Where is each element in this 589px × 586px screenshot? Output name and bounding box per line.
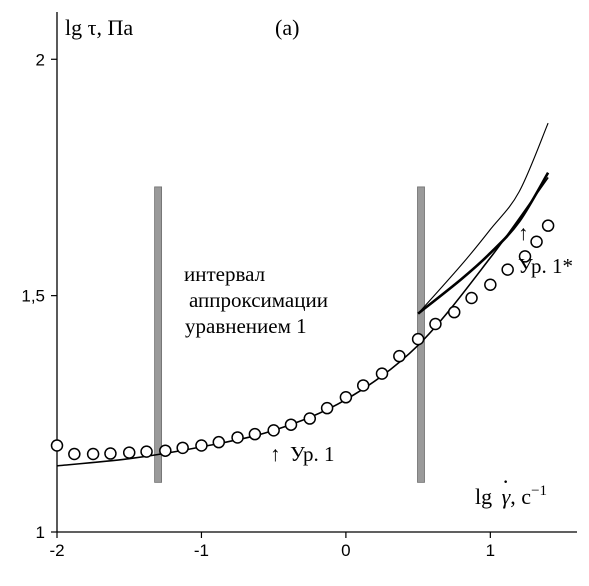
x-axis-title: lg γ, c−1 — [475, 483, 547, 509]
data-point — [50, 439, 64, 452]
interval-label-line2: аппроксимации — [189, 288, 328, 312]
ur1-arrow: ↑ — [270, 442, 281, 466]
x-tick-label: -2 — [49, 541, 64, 560]
data-point — [68, 447, 81, 461]
data-point — [212, 435, 226, 449]
data-point — [411, 332, 425, 346]
x-axis-title-exponent: −1 — [531, 483, 547, 499]
ur1-star-arrow: ↑ — [518, 221, 529, 245]
data-point — [176, 441, 189, 455]
data-point — [375, 367, 389, 380]
data-point — [541, 219, 555, 232]
y-axis-title: lg τ, Па — [65, 15, 133, 40]
data-point — [356, 379, 370, 392]
y-tick-label: 1,5 — [21, 287, 45, 306]
ticks-group: -2 -1 0 1 1 1,5 2 — [21, 50, 495, 560]
data-point — [231, 431, 244, 444]
data-point — [339, 391, 353, 404]
data-point — [320, 401, 334, 415]
panel-label: (a) — [275, 15, 299, 40]
data-point — [465, 291, 478, 305]
fit-curve-curve-thin — [417, 122, 549, 314]
x-tick-label: 1 — [486, 541, 495, 560]
ur1-label: Ур. 1 — [290, 442, 335, 466]
data-point — [122, 446, 136, 459]
data-point — [140, 445, 153, 458]
data-point — [159, 444, 172, 457]
vertical-band — [154, 186, 163, 483]
x-axis-title-gamma: γ — [502, 484, 512, 509]
data-point — [284, 418, 298, 431]
data-point — [303, 412, 317, 425]
y-tick-label: 2 — [36, 50, 45, 69]
data-point — [104, 447, 117, 460]
data-point — [86, 447, 100, 461]
x-tick-label: 0 — [341, 541, 350, 560]
x-axis-title-unit: , c — [510, 484, 531, 509]
data-point — [195, 439, 208, 452]
data-point — [393, 349, 406, 363]
interval-label-line3: уравнением 1 — [185, 314, 307, 338]
y-tick-label: 1 — [36, 523, 45, 542]
x-tick-label: -1 — [194, 541, 209, 560]
x-axis-title-gamma-dot: · — [502, 469, 509, 494]
fit-curve-curve-ur1-star — [417, 172, 550, 315]
data-point — [429, 317, 442, 331]
interval-label-line1: интервал — [184, 262, 265, 286]
data-point — [267, 424, 280, 437]
data-point — [530, 235, 543, 248]
data-point — [248, 427, 262, 441]
data-point — [501, 263, 514, 276]
data-point — [447, 305, 461, 319]
data-point — [484, 278, 497, 292]
markers-group — [50, 219, 555, 461]
ur1-star-label: Ур. 1* — [518, 254, 573, 278]
x-axis-title-lg: lg — [475, 484, 492, 509]
data-point — [518, 250, 532, 263]
